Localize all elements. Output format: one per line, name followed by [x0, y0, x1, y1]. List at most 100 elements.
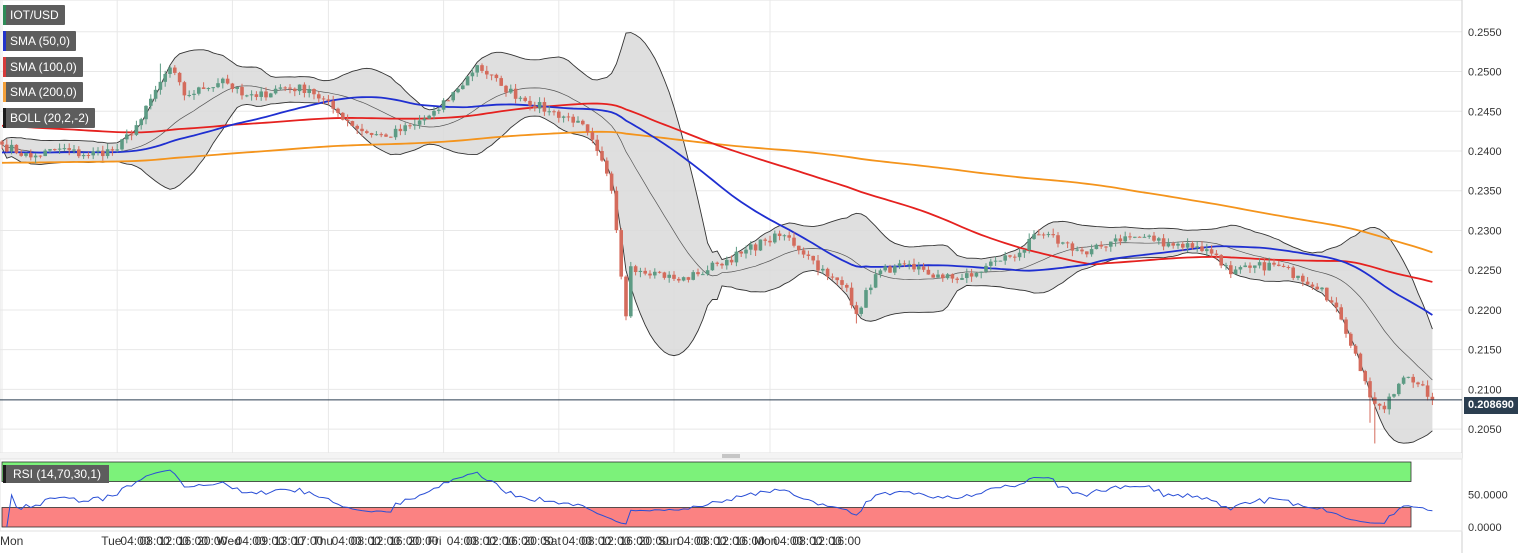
candle-body	[1344, 319, 1348, 334]
candle-body	[576, 120, 580, 123]
x-tick-label: 09:00	[255, 534, 285, 548]
candle-body	[1243, 265, 1247, 268]
candle-body	[384, 134, 388, 137]
candle-body	[1032, 234, 1036, 239]
candle-body	[1248, 265, 1252, 268]
candle-body	[1003, 255, 1007, 261]
candle-body	[1099, 244, 1103, 247]
candle-body	[264, 91, 268, 98]
candle-body	[739, 251, 743, 254]
y-tick-label: 0.2100	[1468, 384, 1502, 396]
legend-label: BOLL (20,2,-2)	[10, 111, 89, 125]
candle-body	[1109, 241, 1113, 247]
candle-body	[273, 88, 278, 94]
candle-body	[297, 84, 302, 92]
candle-body	[278, 87, 283, 89]
candle-body	[600, 151, 604, 161]
bollinger-fill	[2, 32, 1433, 444]
candle-body	[777, 233, 782, 237]
x-tick-label: 04:00	[562, 534, 592, 548]
candle-body	[1123, 236, 1127, 242]
panel-divider	[0, 453, 1462, 459]
candle-body	[1353, 345, 1358, 354]
candle-body	[1377, 403, 1382, 406]
candle-body	[283, 87, 287, 89]
legend-item-sma-100[interactable]: SMA (100,0)	[3, 57, 83, 77]
candle-body	[825, 268, 830, 277]
candle-body	[225, 78, 230, 84]
candle-body	[523, 97, 527, 101]
candle-body	[485, 70, 489, 75]
legend-item-boll[interactable]: BOLL (20,2,-2)	[3, 108, 95, 128]
x-tick-label: 12:00	[812, 534, 842, 548]
candle-body	[1051, 234, 1055, 236]
candle-body	[1065, 242, 1070, 244]
candle-body	[446, 100, 451, 102]
candle-body	[125, 134, 129, 140]
candle-body	[1017, 252, 1022, 258]
x-tick-label: 16:00	[620, 534, 650, 548]
candle-body	[1301, 275, 1305, 282]
candle-body	[657, 271, 662, 273]
candle-body	[1046, 234, 1051, 236]
candle-body	[163, 73, 167, 82]
candle-body	[566, 116, 571, 118]
candle-body	[609, 173, 614, 191]
candle-body	[643, 270, 647, 274]
candle-body	[398, 128, 403, 132]
candle-body	[302, 84, 307, 93]
x-tick-label: 04:00	[236, 534, 266, 548]
candle-body	[1349, 333, 1353, 346]
candle-body	[845, 284, 849, 288]
x-tick-label: 13:00	[274, 534, 304, 548]
legend-swatch	[3, 31, 6, 51]
candle-body	[379, 134, 383, 136]
candle-body	[782, 235, 787, 237]
legend-item-sma-200[interactable]: SMA (200,0)	[3, 82, 83, 102]
x-tick-label: 16:00	[389, 534, 419, 548]
candle-body	[1022, 249, 1027, 253]
candle-body	[259, 91, 263, 97]
rsi-line	[6, 469, 1433, 528]
candle-body	[888, 266, 892, 273]
candle-body	[830, 276, 835, 278]
candle-body	[1176, 243, 1180, 246]
candle-body	[72, 149, 76, 151]
candle-body	[1253, 265, 1257, 268]
legend-item-iot-usd[interactable]: IOT/USD	[3, 5, 65, 25]
candle-body	[801, 250, 806, 255]
candle-body	[974, 272, 979, 277]
x-tick-label: 12:00	[716, 534, 746, 548]
x-tick-label: 08:00	[351, 534, 381, 548]
candle-body	[513, 88, 518, 99]
x-tick-label: Tue	[101, 534, 122, 548]
candle-body	[854, 305, 859, 314]
legend-label: IOT/USD	[10, 8, 59, 22]
candle-body	[1171, 243, 1175, 246]
candle-body	[1329, 300, 1334, 303]
x-tick-label: 12:00	[485, 534, 515, 548]
candle-body	[1157, 238, 1161, 241]
x-tick-label: Fri	[428, 534, 442, 548]
candle-body	[509, 88, 513, 93]
candle-body	[1339, 307, 1343, 320]
candle-body	[1310, 284, 1315, 287]
legend-label: SMA (200,0)	[10, 85, 77, 99]
candle-body	[1411, 376, 1415, 383]
candle-body	[489, 74, 494, 76]
candle-body	[1166, 243, 1171, 247]
candle-body	[590, 132, 595, 140]
candle-body	[413, 124, 417, 126]
candle-body	[561, 116, 566, 118]
rsi-overbought-zone	[1, 461, 1412, 482]
candle-body	[312, 89, 316, 95]
candle-body	[441, 100, 446, 110]
candle-body	[1209, 249, 1214, 254]
candle-body	[1027, 238, 1031, 250]
x-tick-label: 08:00	[581, 534, 611, 548]
candle-body	[1397, 383, 1401, 395]
legend-item-sma-50[interactable]: SMA (50,0)	[3, 31, 77, 51]
candle-body	[1133, 236, 1137, 238]
legend-item-rsi[interactable]: RSI (14,70,30,1)	[3, 465, 110, 483]
